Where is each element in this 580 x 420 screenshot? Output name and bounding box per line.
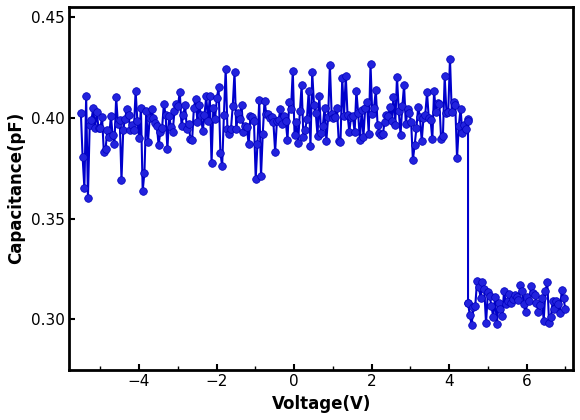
X-axis label: Voltage(V): Voltage(V) — [271, 395, 371, 413]
Y-axis label: Capacitance(pF): Capacitance(pF) — [7, 112, 25, 265]
